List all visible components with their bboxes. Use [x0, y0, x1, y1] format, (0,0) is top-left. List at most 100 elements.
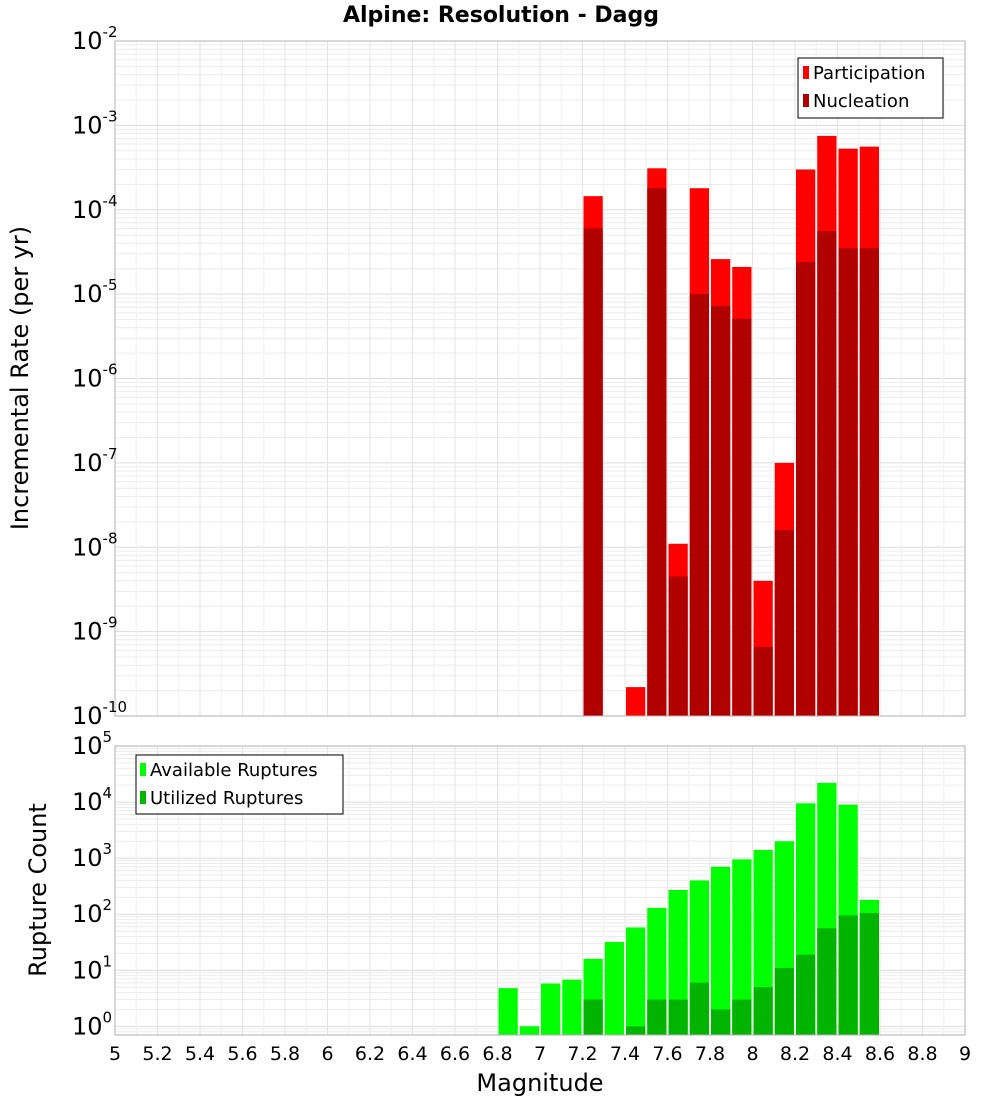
count-y-axis-label: Rupture Count: [24, 803, 52, 977]
bar-nucleation: [689, 294, 709, 716]
bar-participation: [626, 687, 646, 716]
bar-utilized-ruptures: [647, 999, 667, 1035]
rate-plot-border: [114, 40, 966, 717]
rate-legend: Participation Nucleation: [797, 57, 944, 119]
x-tick-label: 8.6: [865, 1043, 895, 1065]
x-tick-label: 6: [321, 1043, 333, 1065]
y-tick-label: 100: [72, 1008, 112, 1040]
x-tick-label: 8.2: [780, 1043, 810, 1065]
rate-y-axis-label: Incremental Rate (per yr): [6, 226, 34, 530]
x-tick-label: 5.2: [142, 1043, 172, 1065]
x-tick-label: 9: [959, 1043, 971, 1065]
x-tick-label: 5.8: [270, 1043, 300, 1065]
bar-available-ruptures: [498, 988, 518, 1035]
x-tick-label: 5.4: [185, 1043, 215, 1065]
y-tick-label: 10-10: [72, 698, 127, 730]
y-tick-exponent: -8: [103, 529, 118, 547]
y-tick-base: 10: [72, 618, 103, 646]
x-tick-label: 5.6: [227, 1043, 257, 1065]
x-tick-label: 8.4: [822, 1043, 852, 1065]
chart-title: Alpine: Resolution - Dagg: [343, 3, 659, 28]
y-tick-base: 10: [72, 1012, 103, 1040]
y-tick-label: 10-6: [72, 361, 118, 393]
y-tick-label: 10-4: [72, 192, 118, 224]
y-tick-exponent: -10: [103, 698, 128, 716]
x-tick-label: 7.2: [567, 1043, 597, 1065]
y-tick-base: 10: [72, 788, 103, 816]
bar-nucleation: [859, 248, 879, 717]
bar-utilized-ruptures: [796, 954, 816, 1035]
x-tick-label: 7.4: [610, 1043, 640, 1065]
bar-available-ruptures: [541, 983, 561, 1035]
y-tick-exponent: 4: [103, 784, 113, 802]
y-tick-label: 105: [72, 728, 112, 760]
y-tick-base: 10: [72, 732, 103, 760]
bar-utilized-ruptures: [817, 928, 837, 1035]
y-tick-exponent: 0: [103, 1008, 113, 1026]
bar-utilized-ruptures: [689, 982, 709, 1035]
y-tick-base: 10: [72, 280, 103, 308]
legend-label-available: Available Ruptures: [150, 760, 318, 781]
x-ticks: 5 5.2 5.4 5.6 5.8 6 6.2 6.4 6.6 6.8 7 7.2 7.4 7.6 7.8 8…: [109, 1043, 971, 1065]
legend-swatch-nucleation: [803, 94, 809, 107]
x-tick-label: 5: [109, 1043, 121, 1065]
x-tick-label: 7.8: [695, 1043, 725, 1065]
y-tick-exponent: 2: [103, 896, 113, 914]
x-tick-label: 7.6: [652, 1043, 682, 1065]
y-tick-label: 101: [72, 952, 112, 984]
bar-nucleation: [817, 230, 837, 716]
legend-swatch-participation: [803, 66, 809, 79]
y-tick-base: 10: [72, 702, 103, 730]
x-tick-label: 7: [534, 1043, 546, 1065]
bar-utilized-ruptures: [838, 915, 858, 1035]
legend-label-utilized: Utilized Ruptures: [150, 788, 303, 809]
y-tick-exponent: 1: [103, 952, 113, 970]
x-tick-label: 6.2: [355, 1043, 385, 1065]
y-tick-exponent: -4: [103, 192, 118, 210]
bar-available-ruptures: [711, 866, 731, 1035]
y-tick-label: 102: [72, 896, 112, 928]
bar-utilized-ruptures: [859, 913, 879, 1035]
y-tick-label: 10-8: [72, 529, 118, 561]
y-tick-label: 10-2: [72, 23, 118, 55]
y-tick-label: 10-7: [72, 445, 118, 477]
x-tick-label: 8.8: [907, 1043, 937, 1065]
y-tick-base: 10: [72, 365, 103, 393]
y-tick-exponent: -7: [103, 445, 118, 463]
bar-nucleation: [796, 262, 816, 716]
y-tick-label: 10-3: [72, 107, 118, 139]
bar-available-ruptures: [668, 890, 688, 1035]
y-tick-exponent: -9: [103, 614, 118, 632]
y-tick-base: 10: [72, 844, 103, 872]
y-tick-label: 10-9: [72, 614, 118, 646]
bar-available-ruptures: [732, 859, 752, 1035]
x-tick-label: 6.8: [482, 1043, 512, 1065]
y-tick-base: 10: [72, 449, 103, 477]
x-tick-label: 6.6: [440, 1043, 470, 1065]
bar-available-ruptures: [519, 1026, 539, 1035]
count-plot-bars: [498, 782, 879, 1035]
count-legend-box: [135, 754, 344, 815]
bar-nucleation: [753, 646, 773, 716]
bar-utilized-ruptures: [753, 987, 773, 1035]
bar-available-ruptures: [604, 941, 624, 1035]
y-tick-base: 10: [72, 956, 103, 984]
legend-swatch-utilized: [140, 791, 146, 804]
count-legend: Available Ruptures Utilized Ruptures: [135, 754, 344, 815]
y-tick-exponent: -3: [103, 107, 118, 125]
y-tick-label: 10-5: [72, 276, 118, 308]
bar-available-ruptures: [626, 927, 646, 1035]
y-tick-exponent: 3: [103, 840, 113, 858]
y-tick-base: 10: [72, 27, 103, 55]
x-axis-label: Magnitude: [476, 1069, 603, 1097]
bar-utilized-ruptures: [626, 1026, 646, 1035]
rate-plot-bars: [583, 135, 879, 717]
y-tick-base: 10: [72, 196, 103, 224]
rate-legend-box: [797, 57, 944, 119]
y-tick-exponent: -5: [103, 276, 118, 294]
